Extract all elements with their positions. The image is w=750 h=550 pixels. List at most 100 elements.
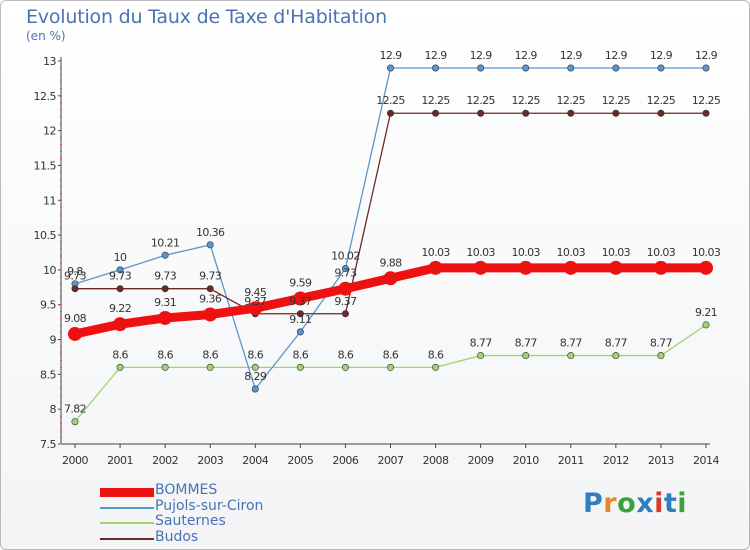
data-point — [477, 109, 485, 117]
data-point — [567, 64, 575, 72]
data-label: 12.9 — [515, 49, 538, 62]
data-point — [71, 418, 79, 426]
data-label: 12.9 — [650, 49, 673, 62]
data-label: 12.9 — [425, 49, 448, 62]
data-point — [251, 385, 259, 393]
data-label: 10.36 — [196, 226, 225, 239]
data-point — [653, 260, 668, 275]
data-label: 10 — [114, 251, 127, 264]
data-label: 10.03 — [602, 246, 631, 259]
legend-label: Pujols-sur-Ciron — [155, 497, 264, 514]
data-point — [567, 352, 575, 360]
x-tick-label: 2006 — [332, 454, 358, 467]
y-tick-label: 10.5 — [34, 229, 57, 242]
data-label: 9.36 — [199, 292, 222, 305]
data-point — [657, 109, 665, 117]
data-point — [68, 326, 82, 341]
data-point — [251, 363, 259, 371]
data-label: 9.31 — [154, 296, 176, 309]
data-point — [428, 260, 443, 275]
data-label: 9.22 — [109, 302, 131, 315]
data-point — [702, 321, 710, 329]
y-tick-label: 8.5 — [40, 368, 56, 381]
data-point — [518, 260, 533, 275]
data-point — [702, 109, 710, 117]
data-point — [161, 251, 169, 259]
data-point — [158, 310, 173, 325]
data-point — [341, 363, 349, 371]
data-point — [113, 317, 128, 332]
data-label: 12.25 — [647, 94, 676, 107]
data-label: 9.73 — [199, 270, 222, 283]
data-point — [161, 363, 169, 371]
data-point — [386, 109, 394, 117]
data-label: 8.77 — [650, 337, 673, 350]
data-label: 8.6 — [157, 348, 173, 361]
logo-letter: i — [654, 488, 664, 519]
x-tick-label: 2011 — [558, 454, 584, 467]
y-tick-label: 12 — [43, 125, 56, 138]
data-point — [296, 310, 304, 318]
x-tick-label: 2013 — [648, 454, 674, 467]
data-label: 9.37 — [289, 295, 312, 308]
chart-title: Evolution du Taux de Taxe d'Habitation — [26, 6, 387, 28]
x-tick-label: 2002 — [152, 454, 178, 467]
legend-swatch — [100, 506, 154, 509]
data-label: 12.25 — [692, 94, 721, 107]
data-point — [699, 260, 713, 275]
data-label: 9.73 — [64, 270, 87, 283]
data-point — [341, 265, 349, 273]
data-label: 9.08 — [64, 312, 87, 325]
data-label: 9.8 — [67, 265, 83, 278]
data-label: 9.45 — [244, 286, 267, 299]
y-tick-label: 9 — [50, 334, 57, 347]
data-point — [296, 328, 304, 336]
data-label: 9.73 — [109, 270, 132, 283]
logo-letter: i — [677, 488, 688, 519]
data-point — [612, 64, 620, 72]
data-point — [161, 285, 169, 293]
x-tick-label: 2001 — [107, 454, 133, 467]
logo-letter: t — [663, 488, 678, 519]
data-label: 8.77 — [515, 337, 538, 350]
data-label: 12.9 — [605, 49, 628, 62]
data-label: 8.29 — [244, 370, 267, 383]
x-tick-label: 2005 — [287, 454, 313, 467]
data-label: 9.73 — [154, 270, 177, 283]
y-tick-label: 11.5 — [34, 159, 57, 172]
data-point — [116, 363, 124, 371]
data-label: 8.77 — [560, 337, 583, 350]
data-point — [293, 291, 308, 306]
chart-subtitle: (en %) — [26, 29, 66, 43]
data-label: 8.6 — [428, 348, 444, 361]
data-label: 8.6 — [112, 348, 128, 361]
data-label: 12.9 — [560, 49, 583, 62]
x-tick-label: 2009 — [468, 454, 494, 467]
x-tick-label: 2012 — [603, 454, 629, 467]
data-label: 12.25 — [557, 94, 586, 107]
data-label: 12.25 — [602, 94, 631, 107]
data-point — [206, 285, 214, 293]
data-label: 9.73 — [334, 267, 357, 280]
data-label: 9.37 — [334, 295, 357, 308]
data-point — [206, 241, 214, 249]
legend-label: Sauternes — [155, 513, 226, 529]
data-point — [702, 64, 710, 72]
data-label: 10.03 — [557, 246, 586, 259]
y-tick-label: 7.5 — [40, 438, 56, 451]
x-tick-label: 2000 — [62, 454, 88, 467]
data-label: 12.25 — [421, 94, 450, 107]
data-label: 8.6 — [202, 348, 218, 361]
data-point — [71, 285, 79, 293]
data-label: 12.25 — [511, 94, 540, 107]
data-point — [206, 363, 214, 371]
data-point — [432, 109, 440, 117]
legend-swatch — [100, 487, 154, 497]
x-tick-label: 2003 — [197, 454, 223, 467]
data-point — [567, 109, 575, 117]
data-label: 12.9 — [695, 49, 718, 62]
legend-label: Budos — [155, 528, 199, 545]
data-point — [386, 363, 394, 371]
